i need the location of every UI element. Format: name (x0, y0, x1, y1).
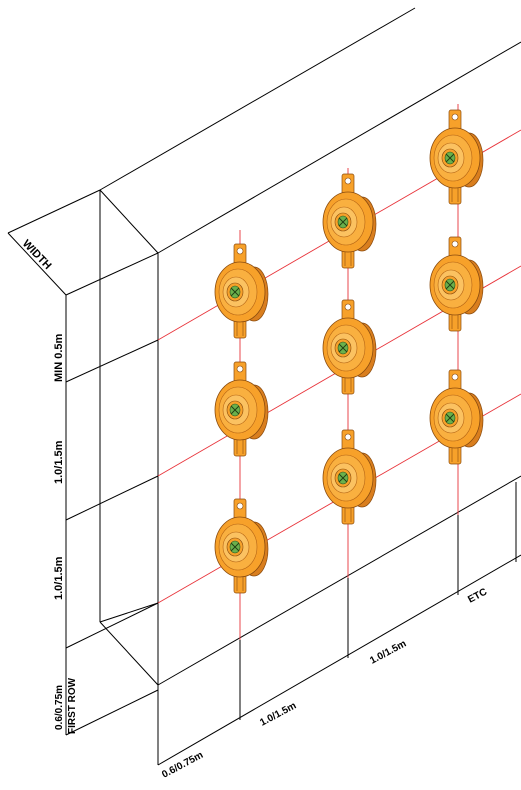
bottom-labels: 0.6/0.75m 1.0/1.5m 1.0/1.5m ETC (160, 587, 489, 781)
anchor-r2-c1 (214, 361, 269, 457)
label-first-row-value: 0.6/0.75m (54, 685, 65, 730)
label-spacing-upper: 1.0/1.5m (53, 440, 65, 484)
label-bottom-second: 1.0/1.5m (258, 700, 298, 728)
anchor-r2-c2 (322, 299, 377, 395)
label-spacing-lower: 1.0/1.5m (53, 556, 65, 600)
anchor-r1-c1 (214, 243, 269, 339)
label-bottom-third: 1.0/1.5m (368, 638, 408, 666)
frame-lines (7, 7, 521, 766)
anchor-r3-c3 (429, 369, 484, 465)
label-width: WIDTH (20, 238, 54, 272)
anchor-r3-c2 (322, 429, 377, 525)
anchor-r2-c3 (429, 236, 484, 332)
label-bottom-etc: ETC (466, 587, 489, 606)
left-labels: WIDTH MIN 0.5m 1.0/1.5m 1.0/1.5m 0.6/0.7… (20, 238, 78, 734)
anchor-r3-c1 (214, 498, 269, 594)
label-first-row-text: FIRST ROW (67, 677, 78, 734)
label-bottom-first: 0.6/0.75m (160, 750, 205, 781)
anchor-r1-c3 (429, 109, 484, 205)
anchor-r1-c2 (322, 173, 377, 269)
label-min: MIN 0.5m (53, 333, 65, 382)
